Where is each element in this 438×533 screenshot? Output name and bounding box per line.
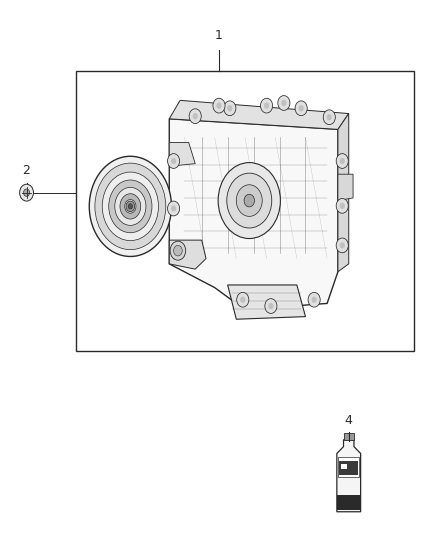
Circle shape xyxy=(24,189,30,196)
Bar xyxy=(337,495,360,511)
Circle shape xyxy=(237,292,249,307)
Circle shape xyxy=(339,158,345,164)
Circle shape xyxy=(339,242,345,248)
Circle shape xyxy=(327,114,332,120)
Circle shape xyxy=(268,303,273,309)
Circle shape xyxy=(261,98,272,113)
Circle shape xyxy=(125,199,136,213)
Circle shape xyxy=(109,180,152,233)
Circle shape xyxy=(323,110,336,125)
Circle shape xyxy=(264,102,269,109)
Circle shape xyxy=(336,238,348,253)
Circle shape xyxy=(308,292,320,307)
Bar xyxy=(76,71,413,351)
Circle shape xyxy=(168,154,180,168)
Text: 2: 2 xyxy=(23,164,31,177)
Circle shape xyxy=(173,245,182,256)
Polygon shape xyxy=(228,285,305,319)
Circle shape xyxy=(281,100,286,106)
Circle shape xyxy=(89,156,171,256)
Circle shape xyxy=(227,173,272,228)
Circle shape xyxy=(224,101,236,116)
Circle shape xyxy=(336,154,348,168)
Circle shape xyxy=(213,98,225,113)
Circle shape xyxy=(227,105,233,111)
Circle shape xyxy=(299,105,304,111)
Text: 4: 4 xyxy=(345,414,353,427)
Circle shape xyxy=(102,172,159,241)
Circle shape xyxy=(126,201,134,212)
Circle shape xyxy=(170,241,186,260)
Circle shape xyxy=(120,193,141,219)
Circle shape xyxy=(240,296,245,303)
Polygon shape xyxy=(169,100,349,130)
Circle shape xyxy=(336,198,348,213)
Circle shape xyxy=(171,205,176,212)
Circle shape xyxy=(295,101,307,116)
Polygon shape xyxy=(338,174,353,200)
Circle shape xyxy=(216,102,222,109)
Polygon shape xyxy=(169,119,338,309)
Polygon shape xyxy=(169,142,195,166)
Circle shape xyxy=(244,194,254,207)
Circle shape xyxy=(193,113,198,119)
Polygon shape xyxy=(338,114,349,272)
Circle shape xyxy=(218,163,280,239)
Bar xyxy=(338,457,360,478)
Bar xyxy=(341,464,347,469)
Circle shape xyxy=(278,95,290,110)
Circle shape xyxy=(189,109,201,124)
Circle shape xyxy=(95,163,166,249)
Circle shape xyxy=(168,201,180,216)
Circle shape xyxy=(20,184,33,201)
Circle shape xyxy=(339,203,345,209)
Circle shape xyxy=(311,296,317,303)
Polygon shape xyxy=(337,440,360,512)
Circle shape xyxy=(115,188,146,225)
Circle shape xyxy=(128,204,133,209)
Text: 1: 1 xyxy=(215,29,223,42)
Bar xyxy=(343,433,354,440)
Bar xyxy=(339,461,358,475)
Circle shape xyxy=(236,185,262,216)
Polygon shape xyxy=(169,240,206,269)
Circle shape xyxy=(171,158,176,164)
Circle shape xyxy=(265,298,277,313)
